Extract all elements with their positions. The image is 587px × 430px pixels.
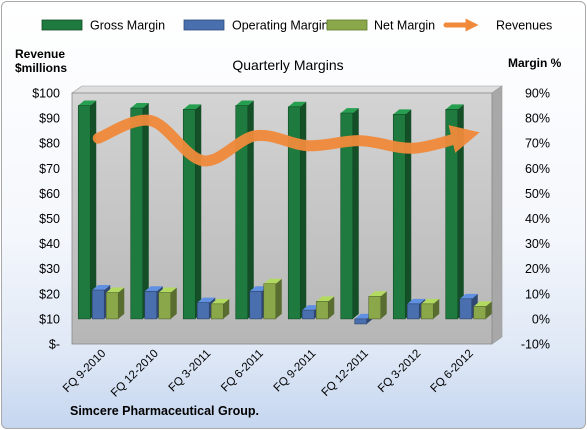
bar-operating-margin [354, 313, 373, 325]
legend-item-gross-margin: Gross Margin [41, 19, 165, 33]
bar-gross-margin [130, 103, 149, 320]
legend: Gross Margin Operating Margin Net Margin… [41, 19, 552, 33]
bar-net-margin [210, 298, 230, 320]
legend-label-net-margin: Net Margin [374, 19, 435, 33]
bar-gross-margin [77, 100, 97, 320]
x-tick-label: FQ 3-2012 [376, 348, 423, 395]
left-tick-label: $80 [39, 137, 60, 151]
bar-gross-margin [392, 109, 412, 320]
bar-gross-margin [445, 104, 464, 320]
bar-net-margin [473, 301, 492, 320]
left-axis-title-line2: $millions [15, 61, 67, 75]
plot-right-wall [491, 85, 503, 345]
x-tick-label: FQ 12-2011 [320, 348, 371, 399]
x-tick-label: FQ 12-2010 [109, 348, 161, 400]
revenue-line [92, 114, 480, 167]
left-tick-label: $20 [39, 287, 60, 301]
left-tick-label: $- [49, 338, 60, 352]
left-tick-label: $60 [39, 187, 60, 201]
right-tick-label: 50% [525, 187, 550, 201]
x-tick-label: FQ 6-2011 [219, 348, 266, 395]
bar-gross-margin [235, 100, 254, 320]
left-tick-label: $10 [39, 312, 60, 326]
legend-item-revenues: Revenues [443, 19, 552, 33]
right-tick-label: 0% [532, 312, 550, 326]
bar-net-margin [158, 287, 177, 320]
right-tick-label: 20% [525, 262, 550, 276]
x-tick-label: FQ 6-2012 [429, 348, 476, 395]
right-tick-label: 30% [525, 237, 550, 251]
left-axis-ticks: $- $10 $20 $30 $40 $50 $60 $70 $80 $90 $100 [32, 87, 60, 352]
left-tick-label: $90 [39, 112, 60, 126]
bar-net-margin [420, 298, 440, 320]
left-tick-label: $40 [39, 237, 60, 251]
x-tick-label: FQ 9-2010 [61, 348, 108, 395]
left-tick-label: $50 [39, 212, 60, 226]
right-tick-label: 60% [525, 162, 550, 176]
bar-net-margin [105, 287, 125, 320]
right-tick-label: 10% [525, 287, 550, 301]
plot-top-edge [71, 85, 503, 94]
x-axis-ticks: FQ 9-2010 FQ 12-2010 FQ 3-2011 FQ 6-2011 FQ … [61, 348, 476, 400]
legend-label-operating-margin: Operating Margin [232, 19, 329, 33]
bar-net-margin [315, 296, 335, 320]
right-tick-label: 40% [525, 212, 550, 226]
right-tick-label: -10% [521, 338, 550, 352]
left-tick-label: $30 [39, 262, 60, 276]
legend-label-revenues: Revenues [496, 19, 552, 33]
x-tick-label: FQ 3-2011 [167, 348, 214, 395]
right-tick-label: 70% [525, 137, 550, 151]
bar-gross-margin [182, 104, 202, 320]
bars-layer [77, 100, 492, 325]
bar-gross-margin [287, 101, 307, 320]
bar-net-margin [263, 278, 282, 320]
legend-label-gross-margin: Gross Margin [90, 19, 165, 33]
revenue-line-layer [92, 114, 480, 167]
chart-title: Quarterly Margins [232, 57, 343, 73]
legend-item-operating-margin: Operating Margin [183, 19, 329, 33]
right-axis-title: Margin % [508, 56, 562, 70]
right-tick-label: 80% [525, 112, 550, 126]
bar-gross-margin [340, 108, 359, 320]
right-tick-label: 90% [525, 87, 550, 101]
plot-area [71, 85, 503, 345]
x-tick-label: FQ 9-2011 [272, 348, 319, 395]
left-axis-title-line1: Revenue [15, 47, 65, 61]
chart-footer: Simcere Pharmaceutical Group. [70, 404, 259, 418]
bar-net-margin [368, 291, 387, 320]
legend-item-net-margin: Net Margin [326, 19, 435, 33]
left-tick-label: $100 [32, 87, 60, 101]
left-tick-label: $70 [39, 162, 60, 176]
right-axis-ticks: -10% 0% 10% 20% 30% 40% 50% 60% 70% 80% 90% [521, 87, 550, 352]
